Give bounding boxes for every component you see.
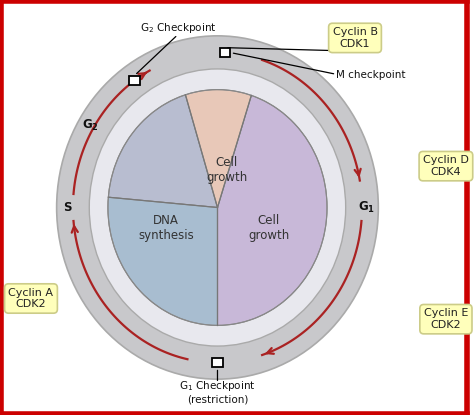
Text: Cell
growth: Cell growth <box>248 214 290 242</box>
Text: M checkpoint: M checkpoint <box>337 70 406 80</box>
Text: Cyclin D
CDK4: Cyclin D CDK4 <box>423 155 469 177</box>
Text: $\mathbf{G_2}$: $\mathbf{G_2}$ <box>82 118 99 133</box>
Ellipse shape <box>56 36 378 379</box>
Text: Cyclin B
CDK1: Cyclin B CDK1 <box>332 27 377 49</box>
Bar <box>129 76 140 85</box>
Bar <box>212 358 223 367</box>
Polygon shape <box>109 95 218 208</box>
Text: G$_2$ Checkpoint: G$_2$ Checkpoint <box>139 21 216 34</box>
Text: DNA
synthesis: DNA synthesis <box>138 214 194 242</box>
Text: $\mathbf{G_1}$: $\mathbf{G_1}$ <box>358 200 375 215</box>
Ellipse shape <box>89 69 346 346</box>
Polygon shape <box>108 197 218 325</box>
Text: G$_1$ Checkpoint
(restriction): G$_1$ Checkpoint (restriction) <box>179 379 256 404</box>
Text: Cyclin E
CDK2: Cyclin E CDK2 <box>424 308 468 330</box>
Bar <box>220 48 230 57</box>
Polygon shape <box>185 90 251 208</box>
Text: Cyclin A
CDK2: Cyclin A CDK2 <box>9 288 54 309</box>
Text: $\mathbf{S}$: $\mathbf{S}$ <box>64 201 73 214</box>
Text: Cell
growth: Cell growth <box>206 156 247 184</box>
Polygon shape <box>218 95 327 325</box>
